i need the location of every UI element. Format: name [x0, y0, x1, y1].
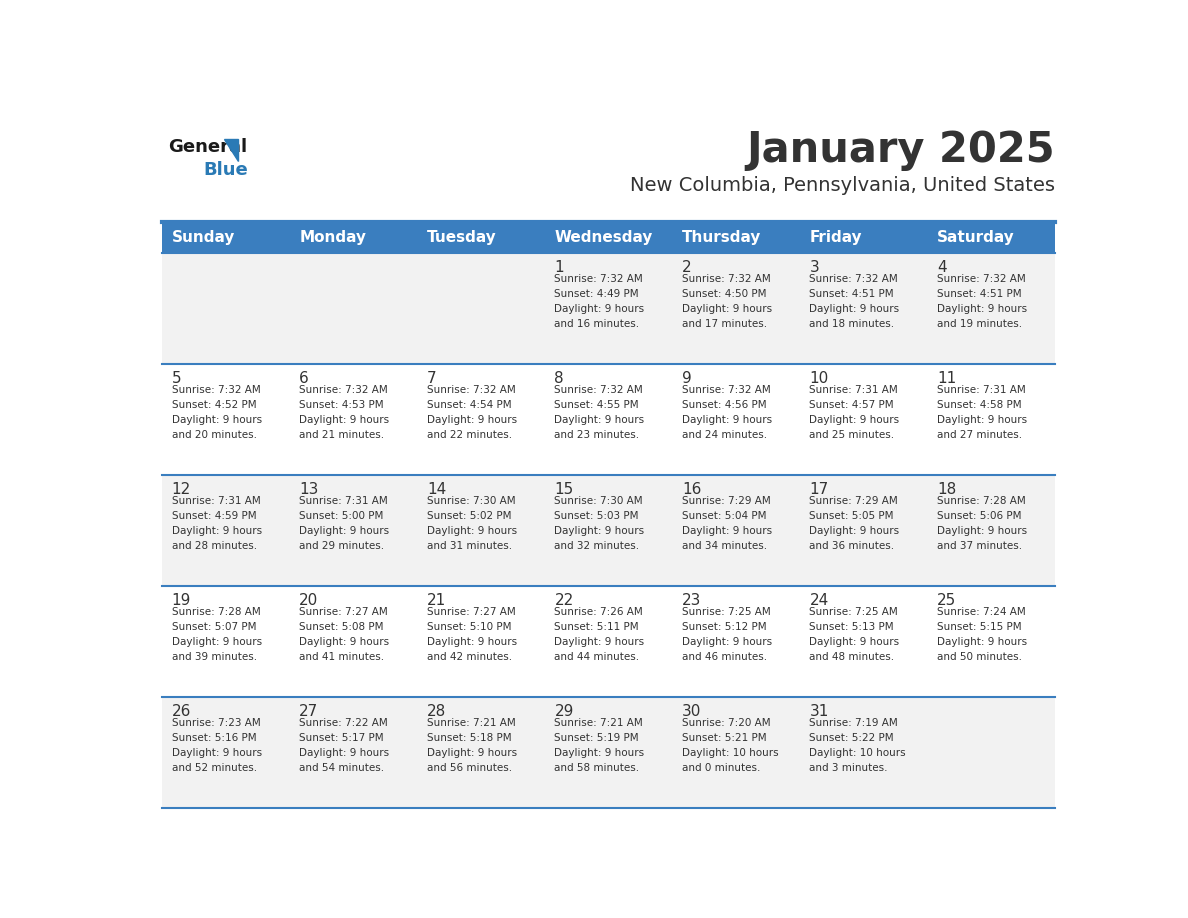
Bar — [163, 364, 1055, 475]
Text: 29: 29 — [555, 704, 574, 720]
Text: Monday: Monday — [299, 230, 366, 245]
Text: 15: 15 — [555, 482, 574, 498]
Text: 5: 5 — [172, 372, 182, 386]
Text: 8: 8 — [555, 372, 564, 386]
Text: Sunrise: 7:28 AM
Sunset: 5:07 PM
Daylight: 9 hours
and 39 minutes.: Sunrise: 7:28 AM Sunset: 5:07 PM Dayligh… — [172, 608, 261, 662]
Bar — [163, 697, 1055, 808]
Text: Sunday: Sunday — [172, 230, 235, 245]
Text: 1: 1 — [555, 261, 564, 275]
Text: Sunrise: 7:32 AM
Sunset: 4:51 PM
Daylight: 9 hours
and 18 minutes.: Sunrise: 7:32 AM Sunset: 4:51 PM Dayligh… — [809, 274, 899, 329]
Text: Sunrise: 7:32 AM
Sunset: 4:49 PM
Daylight: 9 hours
and 16 minutes.: Sunrise: 7:32 AM Sunset: 4:49 PM Dayligh… — [555, 274, 645, 329]
Text: 31: 31 — [809, 704, 829, 720]
Text: January 2025: January 2025 — [746, 129, 1055, 172]
Text: Sunrise: 7:31 AM
Sunset: 4:57 PM
Daylight: 9 hours
and 25 minutes.: Sunrise: 7:31 AM Sunset: 4:57 PM Dayligh… — [809, 386, 899, 440]
Text: Sunrise: 7:26 AM
Sunset: 5:11 PM
Daylight: 9 hours
and 44 minutes.: Sunrise: 7:26 AM Sunset: 5:11 PM Dayligh… — [555, 608, 645, 662]
Text: 24: 24 — [809, 593, 829, 609]
Text: Friday: Friday — [809, 230, 862, 245]
Text: 3: 3 — [809, 261, 820, 275]
Text: Sunrise: 7:20 AM
Sunset: 5:21 PM
Daylight: 10 hours
and 0 minutes.: Sunrise: 7:20 AM Sunset: 5:21 PM Dayligh… — [682, 718, 778, 773]
Text: Sunrise: 7:32 AM
Sunset: 4:51 PM
Daylight: 9 hours
and 19 minutes.: Sunrise: 7:32 AM Sunset: 4:51 PM Dayligh… — [937, 274, 1028, 329]
Text: 25: 25 — [937, 593, 956, 609]
Text: 6: 6 — [299, 372, 309, 386]
Text: 4: 4 — [937, 261, 947, 275]
Text: Sunrise: 7:31 AM
Sunset: 4:58 PM
Daylight: 9 hours
and 27 minutes.: Sunrise: 7:31 AM Sunset: 4:58 PM Dayligh… — [937, 386, 1028, 440]
Text: Sunrise: 7:21 AM
Sunset: 5:19 PM
Daylight: 9 hours
and 58 minutes.: Sunrise: 7:21 AM Sunset: 5:19 PM Dayligh… — [555, 718, 645, 773]
Text: Tuesday: Tuesday — [426, 230, 497, 245]
Bar — [163, 252, 1055, 364]
Text: 7: 7 — [426, 372, 436, 386]
Text: 18: 18 — [937, 482, 956, 498]
Text: 22: 22 — [555, 593, 574, 609]
Text: Sunrise: 7:30 AM
Sunset: 5:03 PM
Daylight: 9 hours
and 32 minutes.: Sunrise: 7:30 AM Sunset: 5:03 PM Dayligh… — [555, 497, 645, 551]
Bar — [163, 222, 1055, 252]
Bar — [163, 586, 1055, 697]
Text: Sunrise: 7:30 AM
Sunset: 5:02 PM
Daylight: 9 hours
and 31 minutes.: Sunrise: 7:30 AM Sunset: 5:02 PM Dayligh… — [426, 497, 517, 551]
Text: Sunrise: 7:32 AM
Sunset: 4:50 PM
Daylight: 9 hours
and 17 minutes.: Sunrise: 7:32 AM Sunset: 4:50 PM Dayligh… — [682, 274, 772, 329]
Text: 16: 16 — [682, 482, 701, 498]
Text: Sunrise: 7:27 AM
Sunset: 5:08 PM
Daylight: 9 hours
and 41 minutes.: Sunrise: 7:27 AM Sunset: 5:08 PM Dayligh… — [299, 608, 390, 662]
Text: 27: 27 — [299, 704, 318, 720]
Text: Sunrise: 7:19 AM
Sunset: 5:22 PM
Daylight: 10 hours
and 3 minutes.: Sunrise: 7:19 AM Sunset: 5:22 PM Dayligh… — [809, 718, 906, 773]
Polygon shape — [225, 140, 238, 161]
Text: Sunrise: 7:24 AM
Sunset: 5:15 PM
Daylight: 9 hours
and 50 minutes.: Sunrise: 7:24 AM Sunset: 5:15 PM Dayligh… — [937, 608, 1028, 662]
Text: 14: 14 — [426, 482, 446, 498]
Bar — [163, 475, 1055, 586]
Text: Sunrise: 7:23 AM
Sunset: 5:16 PM
Daylight: 9 hours
and 52 minutes.: Sunrise: 7:23 AM Sunset: 5:16 PM Dayligh… — [172, 718, 261, 773]
Text: 21: 21 — [426, 593, 446, 609]
Text: 20: 20 — [299, 593, 318, 609]
Text: Blue: Blue — [203, 162, 248, 179]
Text: Wednesday: Wednesday — [555, 230, 652, 245]
Text: Sunrise: 7:31 AM
Sunset: 4:59 PM
Daylight: 9 hours
and 28 minutes.: Sunrise: 7:31 AM Sunset: 4:59 PM Dayligh… — [172, 497, 261, 551]
Text: Sunrise: 7:27 AM
Sunset: 5:10 PM
Daylight: 9 hours
and 42 minutes.: Sunrise: 7:27 AM Sunset: 5:10 PM Dayligh… — [426, 608, 517, 662]
Text: Sunrise: 7:31 AM
Sunset: 5:00 PM
Daylight: 9 hours
and 29 minutes.: Sunrise: 7:31 AM Sunset: 5:00 PM Dayligh… — [299, 497, 390, 551]
Text: 17: 17 — [809, 482, 829, 498]
Text: General: General — [168, 139, 247, 156]
Text: 30: 30 — [682, 704, 701, 720]
Text: 12: 12 — [172, 482, 191, 498]
Text: New Columbia, Pennsylvania, United States: New Columbia, Pennsylvania, United State… — [631, 175, 1055, 195]
Text: Sunrise: 7:32 AM
Sunset: 4:52 PM
Daylight: 9 hours
and 20 minutes.: Sunrise: 7:32 AM Sunset: 4:52 PM Dayligh… — [172, 386, 261, 440]
Text: Thursday: Thursday — [682, 230, 762, 245]
Text: Sunrise: 7:29 AM
Sunset: 5:04 PM
Daylight: 9 hours
and 34 minutes.: Sunrise: 7:29 AM Sunset: 5:04 PM Dayligh… — [682, 497, 772, 551]
Text: 19: 19 — [172, 593, 191, 609]
Text: 2: 2 — [682, 261, 691, 275]
Text: 23: 23 — [682, 593, 701, 609]
Text: 11: 11 — [937, 372, 956, 386]
Text: Sunrise: 7:32 AM
Sunset: 4:53 PM
Daylight: 9 hours
and 21 minutes.: Sunrise: 7:32 AM Sunset: 4:53 PM Dayligh… — [299, 386, 390, 440]
Text: Sunrise: 7:25 AM
Sunset: 5:13 PM
Daylight: 9 hours
and 48 minutes.: Sunrise: 7:25 AM Sunset: 5:13 PM Dayligh… — [809, 608, 899, 662]
Text: Sunrise: 7:28 AM
Sunset: 5:06 PM
Daylight: 9 hours
and 37 minutes.: Sunrise: 7:28 AM Sunset: 5:06 PM Dayligh… — [937, 497, 1028, 551]
Text: Sunrise: 7:32 AM
Sunset: 4:54 PM
Daylight: 9 hours
and 22 minutes.: Sunrise: 7:32 AM Sunset: 4:54 PM Dayligh… — [426, 386, 517, 440]
Text: Sunrise: 7:32 AM
Sunset: 4:55 PM
Daylight: 9 hours
and 23 minutes.: Sunrise: 7:32 AM Sunset: 4:55 PM Dayligh… — [555, 386, 645, 440]
Text: Sunrise: 7:32 AM
Sunset: 4:56 PM
Daylight: 9 hours
and 24 minutes.: Sunrise: 7:32 AM Sunset: 4:56 PM Dayligh… — [682, 386, 772, 440]
Text: 26: 26 — [172, 704, 191, 720]
Text: Saturday: Saturday — [937, 230, 1015, 245]
Text: Sunrise: 7:25 AM
Sunset: 5:12 PM
Daylight: 9 hours
and 46 minutes.: Sunrise: 7:25 AM Sunset: 5:12 PM Dayligh… — [682, 608, 772, 662]
Text: Sunrise: 7:22 AM
Sunset: 5:17 PM
Daylight: 9 hours
and 54 minutes.: Sunrise: 7:22 AM Sunset: 5:17 PM Dayligh… — [299, 718, 390, 773]
Text: 28: 28 — [426, 704, 446, 720]
Text: Sunrise: 7:21 AM
Sunset: 5:18 PM
Daylight: 9 hours
and 56 minutes.: Sunrise: 7:21 AM Sunset: 5:18 PM Dayligh… — [426, 718, 517, 773]
Text: 9: 9 — [682, 372, 691, 386]
Text: 13: 13 — [299, 482, 318, 498]
Text: Sunrise: 7:29 AM
Sunset: 5:05 PM
Daylight: 9 hours
and 36 minutes.: Sunrise: 7:29 AM Sunset: 5:05 PM Dayligh… — [809, 497, 899, 551]
Text: 10: 10 — [809, 372, 829, 386]
